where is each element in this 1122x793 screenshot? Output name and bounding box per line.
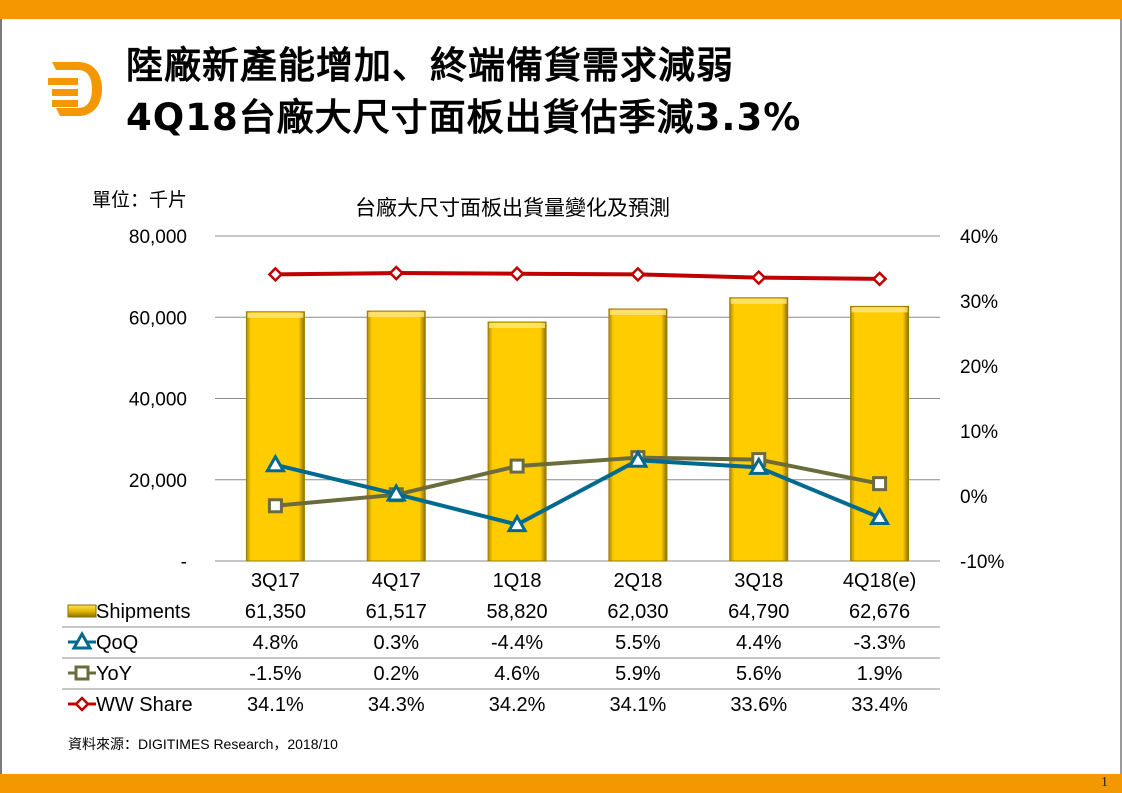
x-axis-category-label: 4Q18(e) <box>843 570 916 592</box>
table-cell-ww-share: 33.6% <box>730 694 787 716</box>
table-cell-ww-share: 34.1% <box>610 694 667 716</box>
slide-left-border <box>0 19 2 774</box>
table-cell-shipments: 58,820 <box>486 601 547 623</box>
table-cell-shipments: 64,790 <box>728 601 789 623</box>
qoq-point <box>627 449 649 468</box>
shipments-bar-highlight <box>247 312 304 318</box>
qoq-point <box>385 483 407 502</box>
yoy-point <box>267 498 283 514</box>
legend-label-ww-share: WW Share <box>96 694 193 716</box>
table-cell-ww-share: 33.4% <box>851 694 908 716</box>
table-cell-qoq: 4.4% <box>736 632 782 654</box>
slide-title-line2: 4Q18台廠大尺寸面板出貨估季減3.3% <box>126 96 802 139</box>
shipments-bar-highlight <box>851 307 908 313</box>
y2-axis-tick-label: 0% <box>960 487 988 508</box>
qoq-point <box>264 453 287 473</box>
slide-right-border <box>1120 19 1122 774</box>
shipments-bar <box>245 311 305 562</box>
table-cell-ww-share: 34.1% <box>247 694 304 716</box>
shipments-bar-highlight <box>609 310 666 316</box>
source-note: 資料來源：DIGITIMES Research，2018/10 <box>68 736 338 752</box>
ww-share-line <box>275 271 880 281</box>
table-cell-shipments: 61,350 <box>245 601 306 623</box>
y-axis-tick-label: 80,000 <box>129 227 187 248</box>
yoy-line <box>275 455 880 508</box>
legend-key-yoy <box>74 665 90 681</box>
table-cell-qoq: 4.8% <box>253 632 299 654</box>
qoq-point <box>506 513 528 533</box>
ww-share-point <box>388 265 405 281</box>
table-cell-qoq: 0.3% <box>373 632 419 654</box>
shipments-bar <box>608 308 668 562</box>
y-axis-tick-label: 20,000 <box>129 471 187 492</box>
table-cell-ww-share: 34.3% <box>368 694 425 716</box>
unit-label: 單位：千片 <box>92 190 188 211</box>
shipments-bar-highlight <box>730 298 787 304</box>
x-axis-category-label: 1Q18 <box>493 570 542 592</box>
table-cell-yoy: 1.9% <box>857 663 903 685</box>
table-cell-yoy: 0.2% <box>373 663 419 685</box>
legend-key-shipments <box>67 604 97 618</box>
legend-label-shipments: Shipments <box>96 601 191 623</box>
bottom-brand-bar: 1 <box>0 774 1122 793</box>
ww-share-point <box>509 265 525 282</box>
ww-share-point <box>267 266 284 283</box>
y2-axis-tick-label: 30% <box>960 292 998 313</box>
table-cell-yoy: 4.6% <box>494 663 540 685</box>
table-cell-yoy: 5.9% <box>615 663 661 685</box>
table-cell-qoq: -4.4% <box>491 632 543 654</box>
table-cell-yoy: -1.5% <box>249 663 301 685</box>
shipments-bar-highlight <box>368 312 425 318</box>
ww-share-point <box>871 271 888 287</box>
ww-share-point <box>630 266 646 283</box>
shipments-bar-highlight <box>489 323 546 329</box>
chart-title: 台廠大尺寸面板出貨量變化及預測 <box>355 197 670 220</box>
table-cell-ww-share: 34.2% <box>489 694 546 716</box>
table-cell-shipments: 62,030 <box>607 601 668 623</box>
y2-axis-tick-label: 20% <box>960 357 998 378</box>
table-cell-yoy: 5.6% <box>736 663 782 685</box>
qoq-line <box>274 458 881 527</box>
y-axis-tick-label: 60,000 <box>129 308 187 329</box>
x-axis-category-label: 3Q18 <box>734 570 783 592</box>
y-axis-tick-label: 40,000 <box>129 390 187 411</box>
y2-axis-tick-label: 40% <box>960 227 998 248</box>
x-axis-category-label: 4Q17 <box>372 570 421 592</box>
table-cell-qoq: -3.3% <box>853 632 905 654</box>
qoq-point <box>868 506 891 525</box>
x-axis-category-label: 2Q18 <box>613 570 662 592</box>
yoy-point <box>509 458 525 474</box>
ww-share-point <box>750 269 767 286</box>
slide-title: 陸廠新產能增加、終端備貨需求減弱 4Q18台廠大尺寸面板出貨估季減3.3% <box>126 40 801 144</box>
shipments-bar <box>729 297 789 562</box>
legend-key-qoq <box>71 630 93 650</box>
x-axis-category-label: 3Q17 <box>251 570 300 592</box>
y2-axis-tick-label: -10% <box>960 552 1004 573</box>
legend-key-ww-share <box>74 696 90 712</box>
shipments-bar <box>366 310 426 562</box>
digitimes-logo-icon <box>48 62 102 116</box>
top-brand-bar <box>0 0 1122 19</box>
page-number: 1 <box>1101 775 1108 790</box>
yoy-point <box>872 476 888 492</box>
legend-label-yoy: YoY <box>96 663 132 685</box>
slide-title-line1: 陸廠新產能增加、終端備貨需求減弱 <box>126 44 734 87</box>
y-axis-tick-label: - <box>181 552 187 573</box>
table-cell-qoq: 5.5% <box>615 632 661 654</box>
table-cell-shipments: 61,517 <box>366 601 427 623</box>
legend-label-qoq: QoQ <box>96 632 138 654</box>
qoq-point <box>748 456 770 475</box>
y2-axis-tick-label: 10% <box>960 422 998 443</box>
table-cell-shipments: 62,676 <box>849 601 910 623</box>
